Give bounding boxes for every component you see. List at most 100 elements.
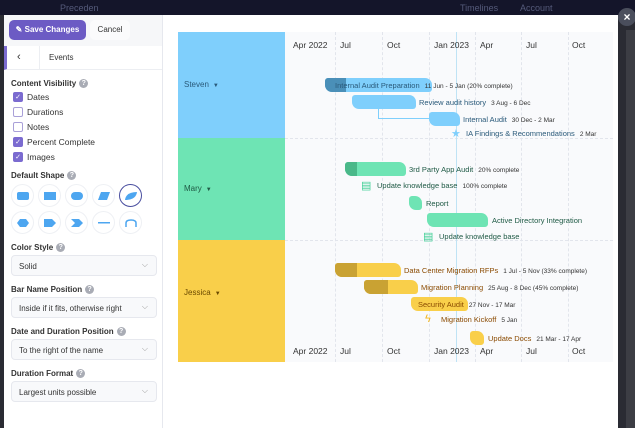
book-icon[interactable]: ▤ bbox=[361, 180, 372, 192]
section-title: Color Style bbox=[11, 243, 54, 252]
month-label-bottom: Jul bbox=[526, 346, 537, 356]
event-bar-review-audit-history[interactable] bbox=[352, 95, 416, 109]
tag-shape-icon[interactable] bbox=[38, 211, 61, 234]
event-label[interactable]: Update knowledge base bbox=[439, 232, 520, 241]
duration-format-select[interactable]: Largest units possible ⌵ bbox=[11, 381, 157, 402]
event-bar-report[interactable] bbox=[409, 196, 422, 210]
page-scrollbar[interactable] bbox=[626, 30, 635, 428]
star-icon[interactable]: ★ bbox=[451, 128, 461, 140]
back-chevron-icon[interactable]: ‹ bbox=[17, 51, 21, 63]
parallelogram-shape-icon[interactable] bbox=[92, 184, 115, 207]
event-label[interactable]: Data Center Migration RFPs 1 Jul - 5 Nov … bbox=[404, 266, 588, 275]
arc-shape-icon[interactable] bbox=[119, 211, 142, 234]
help-icon[interactable]: ? bbox=[67, 171, 77, 180]
help-icon[interactable]: ? bbox=[79, 79, 89, 88]
checkbox-label: Durations bbox=[27, 106, 64, 117]
rounded-rect-shape-icon[interactable] bbox=[11, 184, 34, 207]
pencil-icon: ✎ bbox=[15, 25, 25, 34]
month-label-top: Oct bbox=[572, 40, 586, 50]
nav-account[interactable]: Account bbox=[520, 3, 553, 13]
cancel-button[interactable]: Cancel bbox=[90, 20, 130, 40]
event-bar-3rd-party-app-audit[interactable] bbox=[345, 162, 406, 176]
event-label[interactable]: Internal Audit Preparation 11 Jun - 5 Jan… bbox=[335, 81, 513, 90]
event-label[interactable]: IA Findings & Recommendations 2 Mar bbox=[466, 129, 597, 138]
month-label-bottom: Apr bbox=[480, 346, 494, 356]
settings-modal: ✎ Save Changes Cancel ‹ Events Content V… bbox=[4, 15, 618, 428]
month-label-bottom: Oct bbox=[572, 346, 586, 356]
caret-down-icon[interactable]: ▼ bbox=[212, 83, 219, 89]
event-label[interactable]: Migration Kickoff 5 Jan bbox=[441, 315, 518, 324]
event-label[interactable]: Active Directory Integration bbox=[492, 216, 583, 225]
event-label[interactable]: Security Audit 27 Nov - 17 Mar bbox=[418, 300, 516, 309]
month-label-bottom: Jul bbox=[340, 346, 351, 356]
checkbox-label: Notes bbox=[27, 121, 50, 132]
section-title: Date and Duration Position bbox=[11, 327, 114, 336]
bar-name-position-select[interactable]: Inside if it fits, otherwise right ⌵ bbox=[11, 297, 157, 318]
checkbox-dates[interactable]: ✓ Dates bbox=[13, 91, 162, 102]
checkbox-images[interactable]: ✓ Images bbox=[13, 151, 162, 162]
chevron-shape-icon[interactable] bbox=[65, 211, 88, 234]
pill-shape-icon[interactable] bbox=[65, 184, 88, 207]
help-icon[interactable]: ? bbox=[85, 285, 95, 294]
help-icon[interactable]: ? bbox=[56, 243, 66, 252]
checkbox-notes[interactable]: Notes bbox=[13, 121, 162, 132]
lane-label-mary[interactable]: Mary ▼ bbox=[178, 138, 285, 240]
checkbox-box[interactable]: ✓ bbox=[13, 151, 23, 162]
checkbox-box[interactable] bbox=[13, 121, 23, 132]
month-label-bottom: Oct bbox=[387, 346, 401, 356]
lane-label-jessica[interactable]: Jessica ▼ bbox=[178, 240, 285, 362]
date-duration-position-select[interactable]: To the right of the name ⌵ bbox=[11, 339, 157, 360]
event-bar-security-audit[interactable] bbox=[411, 297, 468, 311]
color-style-select[interactable]: Solid ⌵ bbox=[11, 255, 157, 276]
event-bar-update-docs[interactable] bbox=[470, 331, 484, 345]
app-topbar: Preceden Timelines Account bbox=[0, 0, 635, 15]
checkbox-box[interactable]: ✓ bbox=[13, 91, 23, 102]
event-dates: 21 Mar - 17 Apr bbox=[536, 336, 582, 343]
panel-title: Events bbox=[49, 53, 74, 62]
month-label-top: Apr bbox=[480, 40, 494, 50]
event-dates: 25 Aug - 8 Dec (45% complete) bbox=[488, 285, 579, 292]
event-dates: 5 Jan bbox=[501, 317, 518, 324]
percent-complete-fill bbox=[335, 263, 357, 277]
book-icon[interactable]: ▤ bbox=[423, 231, 434, 243]
month-label-top: Apr 2022 bbox=[293, 40, 328, 50]
checkbox-label: Dates bbox=[27, 91, 50, 102]
help-icon[interactable]: ? bbox=[76, 369, 86, 378]
lightning-icon[interactable]: ϟ bbox=[425, 313, 431, 325]
checkbox-percent-complete[interactable]: ✓ Percent Complete bbox=[13, 136, 162, 147]
save-changes-button[interactable]: ✎ Save Changes bbox=[9, 20, 86, 40]
caret-down-icon[interactable]: ▼ bbox=[214, 291, 221, 297]
brand-logo: Preceden bbox=[60, 3, 99, 13]
rect-shape-icon[interactable] bbox=[38, 184, 61, 207]
checkbox-box[interactable]: ✓ bbox=[13, 136, 23, 147]
month-label-top: Jul bbox=[526, 40, 537, 50]
lane-label-steven[interactable]: Steven ▼ bbox=[178, 32, 285, 138]
month-label-bottom: Jan 2023 bbox=[434, 346, 469, 356]
hexagon-shape-icon[interactable] bbox=[11, 211, 34, 234]
close-modal-button[interactable]: × bbox=[618, 8, 635, 26]
event-label[interactable]: Report bbox=[426, 199, 449, 208]
event-label[interactable]: Update knowledge base 100% complete bbox=[377, 181, 508, 190]
event-label[interactable]: Review audit history 3 Aug - 6 Dec bbox=[419, 98, 531, 107]
percent-complete-fill bbox=[345, 162, 358, 176]
help-icon[interactable]: ? bbox=[116, 327, 126, 336]
section-title: Duration Format bbox=[11, 369, 74, 378]
event-label[interactable]: Internal Audit 30 Dec - 2 Mar bbox=[463, 115, 555, 124]
leaf-shape-icon[interactable] bbox=[119, 184, 142, 207]
event-dates: 2 Mar bbox=[579, 131, 597, 138]
checkbox-durations[interactable]: Durations bbox=[13, 106, 162, 117]
section-title: Default Shape bbox=[11, 171, 65, 180]
event-label[interactable]: Update Docs 21 Mar - 17 Apr bbox=[488, 334, 582, 343]
event-bar-data-center-migration-rfps[interactable] bbox=[335, 263, 401, 277]
chevron-down-icon: ⌵ bbox=[141, 344, 148, 353]
line-shape-icon[interactable] bbox=[92, 211, 115, 234]
caret-down-icon[interactable]: ▼ bbox=[205, 187, 212, 193]
checkbox-box[interactable] bbox=[13, 106, 23, 117]
event-label[interactable]: 3rd Party App Audit 20% complete bbox=[409, 165, 520, 174]
event-bar-migration-planning[interactable] bbox=[364, 280, 418, 294]
event-bar-active-directory-integration[interactable] bbox=[427, 213, 488, 227]
event-bar-internal-audit[interactable] bbox=[429, 112, 460, 126]
nav-timelines[interactable]: Timelines bbox=[460, 3, 499, 13]
event-label[interactable]: Migration Planning 25 Aug - 8 Dec (45% co… bbox=[421, 283, 579, 292]
event-bar-internal-audit-preparation[interactable] bbox=[325, 78, 432, 92]
